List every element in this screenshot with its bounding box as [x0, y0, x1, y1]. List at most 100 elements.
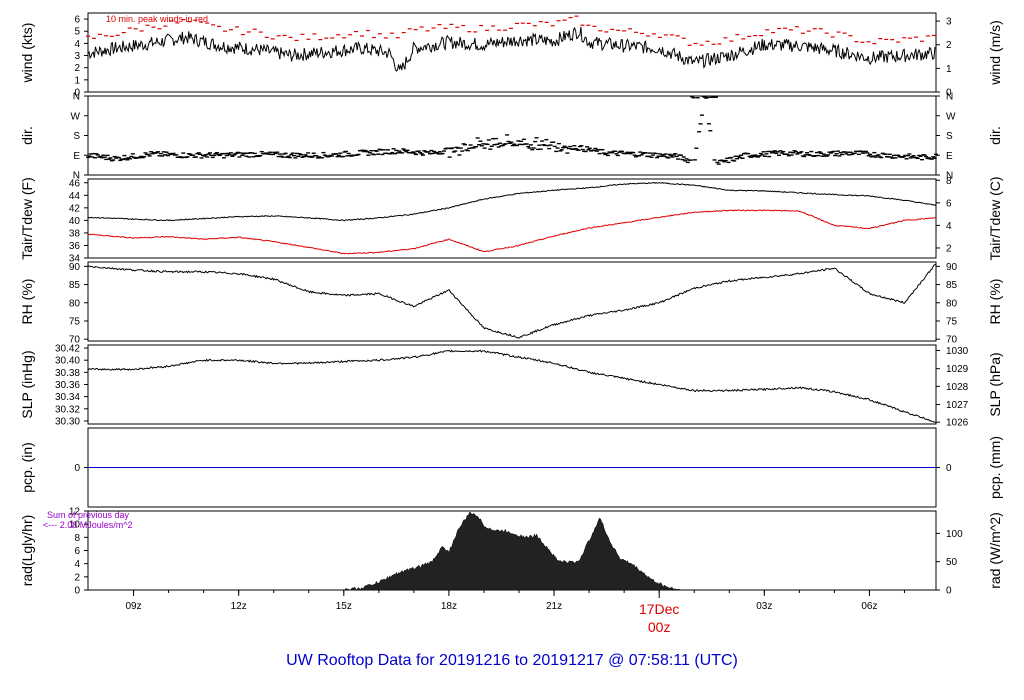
left-tick-label: 30.42	[55, 344, 80, 355]
right-tick-label: S	[946, 131, 953, 142]
left-tick-label: N	[73, 92, 80, 103]
rad-annotation-line1: Sum of previous day	[47, 510, 130, 520]
left-tick-label: 10	[69, 520, 81, 531]
x-tick-label: 09z	[125, 601, 141, 612]
left-tick-label: 36	[69, 241, 81, 252]
left-tick-label: 46	[69, 178, 81, 189]
right-tick-label: 0	[946, 463, 952, 474]
left-tick-label: 40	[69, 216, 81, 227]
right-tick-label: 8	[946, 176, 952, 187]
series-peak	[86, 15, 936, 46]
left-tick-label: 30.40	[55, 356, 80, 367]
left-axis-label: rad(Lgly/hr)	[19, 515, 35, 587]
right-axis-label: pcp. (mm)	[987, 436, 1003, 499]
right-tick-label: 6	[946, 198, 952, 209]
right-axis-label: wind (m/s)	[987, 20, 1003, 86]
right-tick-label: E	[946, 151, 953, 162]
rad-annotation-line2: <--- 2.08 MJoules/m^2	[43, 520, 133, 530]
series-rad	[343, 512, 681, 591]
right-axis-label: Tair/Tdew (C)	[987, 176, 1003, 260]
left-axis-label: pcp. (in)	[19, 442, 35, 493]
left-tick-label: 4	[74, 39, 80, 50]
left-tick-label: 0	[74, 586, 80, 597]
left-axis-label: Tair/Tdew (F)	[19, 177, 35, 259]
left-tick-label: 1	[74, 75, 80, 86]
left-tick-label: E	[73, 151, 80, 162]
left-tick-label: 6	[74, 15, 80, 26]
left-tick-label: 2	[74, 63, 80, 74]
panel-frame	[87, 261, 937, 342]
right-tick-label: 4	[946, 221, 952, 232]
series-RH	[87, 263, 937, 339]
right-tick-label: 1027	[946, 400, 969, 411]
left-tick-label: 5	[74, 27, 80, 38]
series-SLP	[87, 349, 937, 423]
left-axis-label: RH (%)	[19, 279, 35, 325]
left-tick-label: 0	[74, 463, 80, 474]
left-tick-label: 12	[69, 507, 81, 518]
left-tick-label: 85	[69, 280, 81, 291]
right-axis-label: SLP (hPa)	[987, 352, 1003, 416]
x-tick-label: 21z	[546, 601, 562, 612]
left-tick-label: 42	[69, 203, 81, 214]
right-axis-label: rad (W/m^2)	[987, 512, 1003, 589]
left-tick-label: 30.38	[55, 368, 80, 379]
left-tick-label: 70	[69, 335, 81, 346]
right-tick-label: 75	[946, 316, 958, 327]
left-tick-label: 90	[69, 262, 81, 273]
series-wind	[87, 26, 937, 72]
date-marker-date: 17Dec	[639, 601, 679, 617]
right-tick-label: N	[946, 92, 953, 103]
x-tick-label: 03z	[756, 601, 772, 612]
left-tick-label: 38	[69, 228, 81, 239]
date-marker-time: 00z	[648, 619, 671, 635]
left-tick-label: S	[73, 131, 80, 142]
left-tick-label: 30.36	[55, 380, 80, 391]
right-tick-label: 1029	[946, 364, 969, 375]
right-axis-label: RH (%)	[987, 279, 1003, 325]
x-tick-label: 06z	[861, 601, 877, 612]
left-tick-label: 4	[74, 559, 80, 570]
panel-rad: 0 2 4 6 8 10 12 0 50 100 rad(Lgly/hr) rad (W/m^2) Su…	[19, 507, 1003, 597]
left-tick-label: 34	[69, 254, 81, 265]
chart-title: UW Rooftop Data for 20191216 to 20191217…	[286, 652, 738, 669]
right-tick-label: 3	[946, 17, 952, 28]
left-tick-label: 0	[74, 88, 80, 99]
right-tick-label: 1	[946, 64, 952, 75]
right-tick-label: 90	[946, 262, 958, 273]
left-tick-label: 75	[69, 316, 81, 327]
right-axis-label: dir.	[987, 126, 1003, 145]
right-tick-label: W	[946, 111, 956, 122]
left-axis-label: SLP (inHg)	[19, 350, 35, 418]
left-tick-label: 6	[74, 546, 80, 557]
series-dir	[86, 95, 938, 165]
x-tick-label: 15z	[336, 601, 352, 612]
right-tick-label: N	[946, 171, 953, 182]
left-axis-label: wind (kts)	[19, 23, 35, 84]
panel-frame	[87, 178, 937, 259]
left-tick-label: 2	[74, 572, 80, 583]
left-axis-label: dir.	[19, 126, 35, 145]
right-tick-label: 100	[946, 529, 963, 540]
left-tick-label: 30.30	[55, 416, 80, 427]
x-tick-label: 12z	[231, 601, 247, 612]
right-tick-label: 2	[946, 243, 952, 254]
right-tick-label: 50	[946, 557, 958, 568]
left-tick-label: 3	[74, 51, 80, 62]
left-tick-label: 80	[69, 298, 81, 309]
right-tick-label: 70	[946, 335, 958, 346]
left-tick-label: 44	[69, 191, 81, 202]
left-tick-label: W	[71, 111, 81, 122]
left-tick-label: 30.34	[55, 392, 80, 403]
right-tick-label: 1030	[946, 346, 969, 357]
right-tick-label: 80	[946, 298, 958, 309]
left-tick-label: 30.32	[55, 404, 80, 415]
right-tick-label: 2	[946, 40, 952, 51]
right-tick-label: 1026	[946, 418, 969, 429]
